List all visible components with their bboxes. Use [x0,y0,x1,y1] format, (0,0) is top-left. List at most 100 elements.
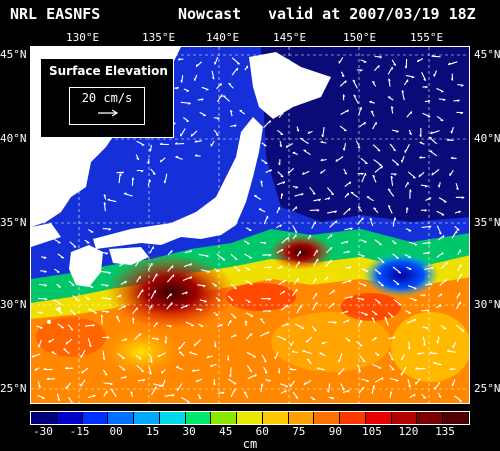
current-arrow-head [374,385,375,387]
lon-label-150: 150°E [343,31,376,44]
colorbar-swatch [263,412,289,424]
current-arrow-head [396,381,398,382]
current-arrow-head [173,275,174,277]
current-arrow-head [446,279,447,281]
current-arrow-head [140,333,141,335]
current-arrow-head [73,314,75,315]
current-arrow-head [38,345,39,348]
colorbar-swatch [340,412,366,424]
current-arrow-head [321,171,322,173]
current-arrow-head [367,381,369,382]
current-arrow-head [379,65,380,67]
product-title: Nowcast [178,0,241,28]
colorbar-swatch [160,412,186,424]
current-arrow-head [343,148,344,150]
current-arrow-head [159,386,161,387]
colorbar-swatch [366,412,392,424]
current-arrow-head [108,199,110,200]
colorbar-tick-label: 105 [362,425,382,438]
current-arrow-head [141,371,143,372]
current-arrow-head [314,330,316,331]
current-arrow-head [457,230,460,231]
colorbar-swatch [392,412,418,424]
current-arrow-head [438,185,439,187]
cold-core-eddy [363,253,439,297]
current-arrow-head [331,260,332,262]
current-arrow-head [270,121,271,123]
current-arrow-head [234,288,237,289]
colorbar-tick-label: -30 [33,425,53,438]
current-arrow-head [331,247,332,249]
model-title: NRL EASNFS [10,0,100,28]
valid-time: valid at 2007/03/19 18Z [268,0,476,28]
lat-right-40: 40°N [474,132,500,145]
current-arrow-head [194,344,195,346]
current-arrow-head [378,150,380,151]
colorbar-tick-label: 00 [109,425,122,438]
current-arrow-head [179,352,181,353]
current-arrow-head [64,349,67,350]
current-arrow-head [231,300,234,301]
colorbar-swatch [57,412,83,424]
current-arrow-head [172,303,173,306]
current-arrow-head [296,207,297,209]
colorbar-tick-label: 45 [219,425,232,438]
colorbar-tick-label: -15 [70,425,90,438]
current-arrow-head [251,333,252,336]
legend-title: Surface Elevation [49,64,168,78]
current-arrow-head [206,256,208,257]
warm-patch-east [391,312,470,382]
current-arrow-head [235,259,238,260]
lat-left-40: 40°N [0,132,27,145]
colorbar-unit: cm [243,437,257,451]
current-arrow-head [391,317,393,318]
current-arrow-head [437,341,438,343]
current-arrow-head [237,64,239,65]
lat-right-30: 30°N [474,298,500,311]
current-arrow-head [223,96,225,97]
current-arrow-head [447,350,449,351]
current-arrow-head [207,272,210,273]
current-arrow-head [40,328,43,329]
current-arrow-head [288,171,289,173]
legend-speed-label: 20 cm/s [70,91,144,105]
colorbar-tick-label: 90 [329,425,342,438]
current-arrow-head [451,131,452,134]
current-arrow-head [150,180,151,182]
current-arrow-head [191,134,192,136]
colorbar-tick-label: 30 [183,425,196,438]
colorbar-swatch [443,412,469,424]
current-arrow-head [339,372,340,375]
current-arrow-head [426,328,428,329]
colorbar-swatch [211,412,237,424]
title-bar: NRL EASNFS Nowcast valid at 2007/03/19 1… [0,0,500,28]
current-arrow [432,56,441,57]
colorbar-swatch [31,412,57,424]
colorbar-tick-label: 120 [399,425,419,438]
lon-label-155: 155°E [410,31,443,44]
current-arrow-head [331,234,332,236]
current-arrow-head [365,163,368,164]
current-arrow-head [339,360,340,362]
current-arrow-head [327,277,328,280]
kuroshio-warm-eddy [106,254,236,330]
colorbar-tick-label: 60 [256,425,269,438]
current-arrow-head [412,77,414,78]
lon-label-135: 135°E [142,31,175,44]
lat-right-25: 25°N [474,382,500,395]
current-arrow [38,298,47,299]
current-arrow-head [414,300,416,301]
ryukyu-island [47,320,51,324]
colorbar-swatch [417,412,443,424]
colorbar-tick-label: 135 [435,425,455,438]
current-arrow-head [332,398,334,399]
current-arrow-head [349,208,350,210]
current-arrow-head [362,256,364,257]
current-arrow-head [392,369,394,370]
colorbar-swatch [83,412,109,424]
current-arrow-head [362,299,364,300]
current-arrow [39,285,47,286]
lon-label-145: 145°E [273,31,306,44]
current-arrow-head [363,218,364,221]
current-arrow-head [302,350,305,351]
